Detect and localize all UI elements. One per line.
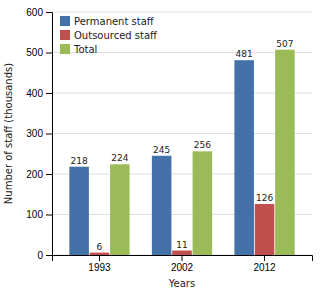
y-tick-label: 500 [26, 47, 43, 58]
y-axis-line [46, 13, 53, 256]
bar [275, 50, 295, 255]
data-label: 224 [111, 153, 128, 163]
y-tick-mark [46, 215, 52, 216]
y-tick: 100 [26, 209, 52, 220]
x-tick-mark [182, 255, 183, 261]
chart: 218 245 481 6 11 126 224 256 507 0 100 200 300 400 500… [0, 0, 322, 293]
y-tick: 600 [26, 7, 52, 18]
x-tick-label: 2012 [253, 262, 276, 273]
x-tick: 1993 [88, 255, 111, 273]
plot: 218 245 481 6 11 126 224 256 507 0 100 200 300 400 500… [26, 7, 312, 273]
legend: Permanent staff Outsourced staff Total [60, 16, 158, 55]
data-label: 11 [176, 240, 187, 250]
grid-line [52, 174, 312, 175]
legend-label: Permanent staff [74, 16, 155, 27]
y-tick-label: 300 [26, 128, 43, 139]
bar [234, 60, 254, 255]
y-tick-label: 600 [26, 7, 43, 18]
x-tick: 2002 [171, 255, 194, 273]
data-label: 126 [256, 193, 273, 203]
x-axis-title: Years [168, 278, 195, 289]
bars [69, 50, 294, 255]
x-tick-mark [99, 255, 100, 261]
data-labels: 218 245 481 6 11 126 224 256 507 [71, 39, 294, 252]
legend-swatch [60, 44, 70, 54]
legend-label: Total [73, 44, 97, 55]
y-tick: 0 [37, 250, 52, 261]
data-label: 6 [97, 242, 103, 252]
bar [152, 156, 172, 255]
legend-item: Outsourced staff [60, 30, 158, 41]
data-label: 507 [276, 39, 293, 49]
y-tick-mark [46, 174, 52, 175]
y-tick: 400 [26, 88, 52, 99]
data-label: 256 [194, 140, 211, 150]
x-tick-label: 1993 [88, 262, 111, 273]
data-label: 218 [71, 156, 88, 166]
bar [172, 251, 192, 255]
bar [193, 151, 213, 255]
y-tick-label: 0 [37, 250, 43, 261]
y-tick: 200 [26, 169, 52, 180]
grid-line [52, 133, 312, 134]
y-tick: 500 [26, 47, 52, 58]
x-axis-line [53, 256, 313, 262]
y-tick-label: 200 [26, 169, 43, 180]
legend-item: Permanent staff [60, 16, 155, 27]
data-label: 245 [153, 145, 170, 155]
y-tick-label: 400 [26, 88, 43, 99]
y-axis-title: Number of staff (thousands) [3, 63, 14, 204]
legend-label: Outsourced staff [74, 30, 158, 41]
y-tick-mark [46, 12, 52, 13]
y-tick: 300 [26, 128, 52, 139]
y-tick-label: 100 [26, 209, 43, 220]
y-tick-mark [46, 53, 52, 54]
bar-series [69, 60, 254, 255]
legend-item: Total [60, 44, 97, 55]
y-tick-mark [46, 93, 52, 94]
y-axis: 0 100 200 300 400 500 600 [26, 7, 52, 261]
bar [69, 167, 89, 255]
grid-line [52, 12, 312, 13]
x-tick-label: 2002 [171, 262, 194, 273]
grid-line [52, 93, 312, 94]
legend-swatch [60, 30, 70, 40]
bar-series [110, 50, 295, 255]
x-tick-mark [264, 255, 265, 261]
bar [90, 253, 110, 255]
x-axis: 1993 2002 2012 [53, 255, 313, 273]
bar [255, 204, 275, 255]
grid [52, 12, 312, 255]
data-label: 481 [236, 49, 253, 59]
y-tick-mark [46, 134, 52, 135]
x-tick: 2012 [253, 255, 276, 273]
y-tick-mark [46, 255, 52, 256]
bar [110, 164, 130, 255]
legend-swatch [60, 16, 70, 26]
